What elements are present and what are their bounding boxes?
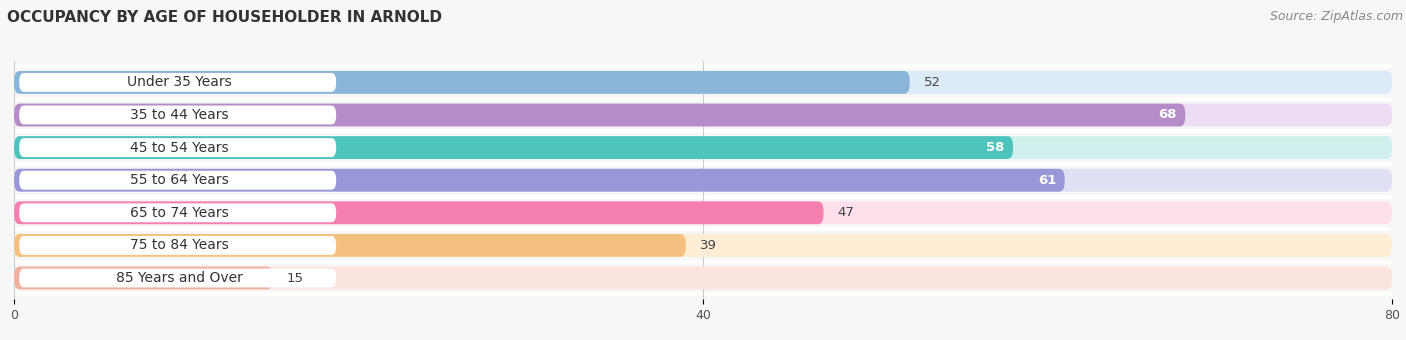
FancyBboxPatch shape [14, 234, 1392, 257]
FancyBboxPatch shape [14, 71, 910, 94]
FancyBboxPatch shape [14, 201, 824, 224]
Text: 61: 61 [1038, 174, 1056, 187]
FancyBboxPatch shape [14, 104, 1185, 126]
FancyBboxPatch shape [20, 171, 336, 190]
Text: 35 to 44 Years: 35 to 44 Years [129, 108, 229, 122]
Text: OCCUPANCY BY AGE OF HOUSEHOLDER IN ARNOLD: OCCUPANCY BY AGE OF HOUSEHOLDER IN ARNOL… [7, 10, 441, 25]
Text: 52: 52 [924, 76, 941, 89]
Text: 58: 58 [986, 141, 1004, 154]
Text: 65 to 74 Years: 65 to 74 Years [129, 206, 229, 220]
Text: 68: 68 [1159, 108, 1177, 121]
FancyBboxPatch shape [14, 71, 1392, 94]
Text: Under 35 Years: Under 35 Years [127, 75, 232, 89]
Text: 15: 15 [287, 272, 304, 285]
FancyBboxPatch shape [14, 136, 1012, 159]
Text: 47: 47 [838, 206, 855, 219]
Text: 45 to 54 Years: 45 to 54 Years [129, 141, 229, 155]
FancyBboxPatch shape [14, 267, 273, 289]
FancyBboxPatch shape [20, 73, 336, 92]
FancyBboxPatch shape [14, 136, 1392, 159]
FancyBboxPatch shape [14, 104, 1392, 126]
FancyBboxPatch shape [14, 201, 1392, 224]
Text: 85 Years and Over: 85 Years and Over [115, 271, 243, 285]
FancyBboxPatch shape [14, 234, 686, 257]
FancyBboxPatch shape [20, 203, 336, 222]
FancyBboxPatch shape [20, 105, 336, 124]
FancyBboxPatch shape [20, 236, 336, 255]
FancyBboxPatch shape [20, 138, 336, 157]
FancyBboxPatch shape [20, 269, 336, 287]
Text: 75 to 84 Years: 75 to 84 Years [129, 238, 229, 252]
FancyBboxPatch shape [14, 267, 1392, 289]
Text: Source: ZipAtlas.com: Source: ZipAtlas.com [1270, 10, 1403, 23]
FancyBboxPatch shape [14, 169, 1392, 192]
Text: 39: 39 [700, 239, 717, 252]
Text: 55 to 64 Years: 55 to 64 Years [129, 173, 229, 187]
FancyBboxPatch shape [14, 169, 1064, 192]
